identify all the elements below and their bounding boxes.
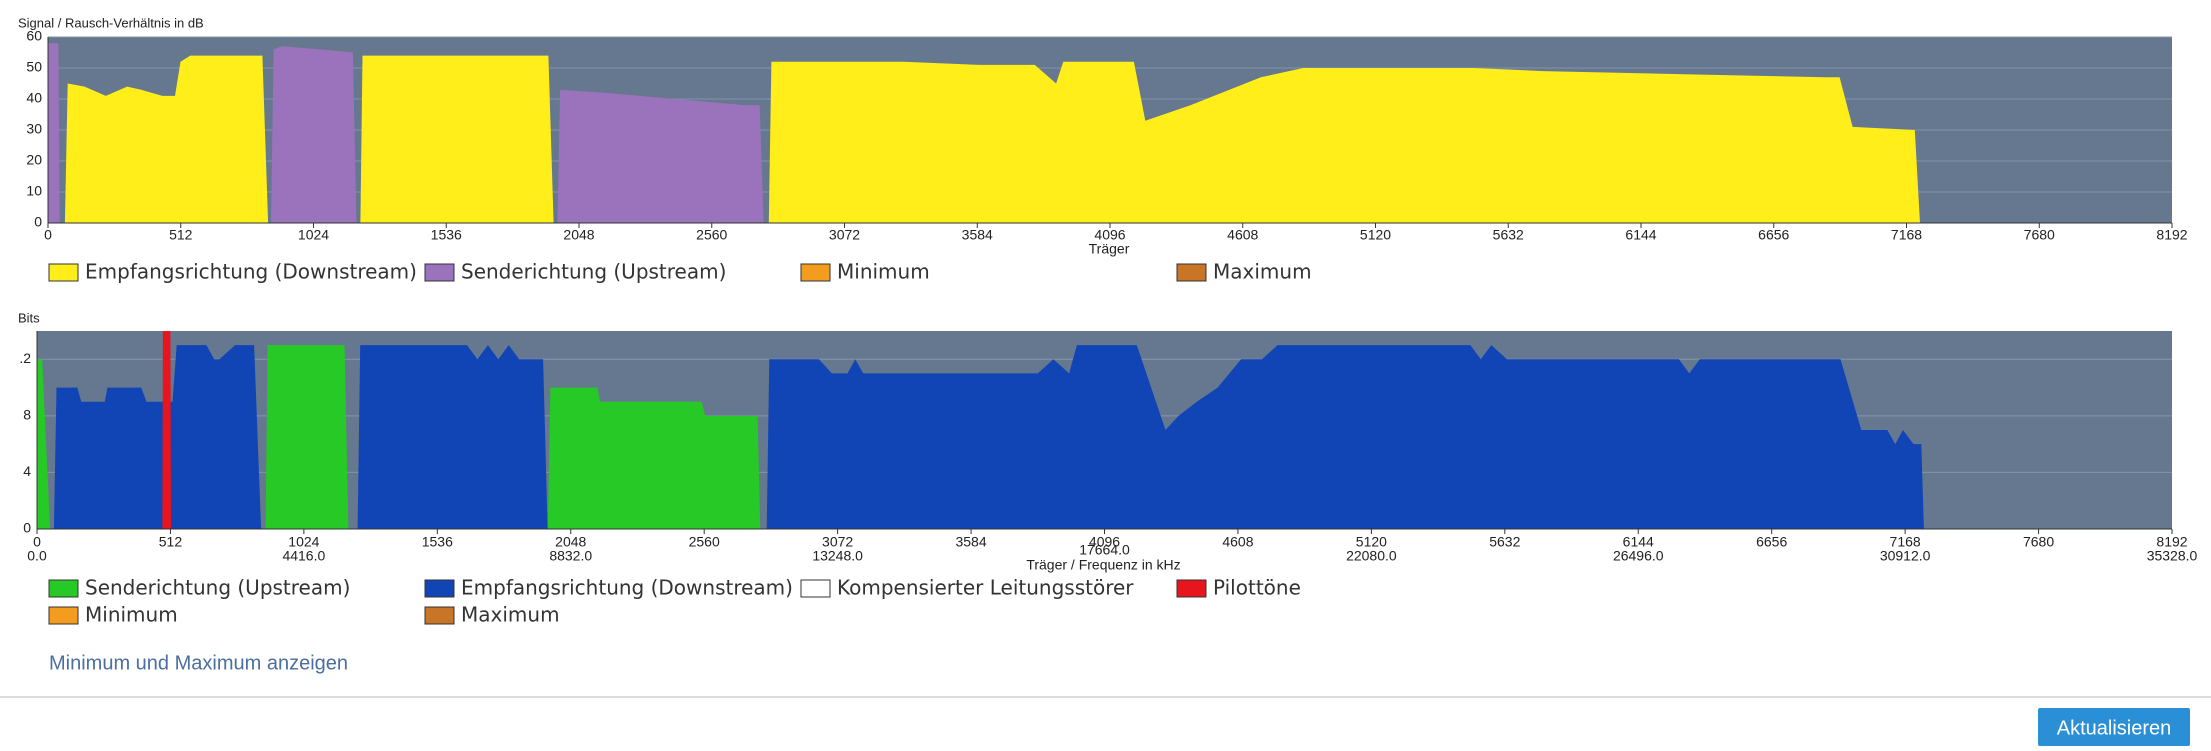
legend-label: Maximum <box>461 603 560 627</box>
x-tick-label: 5120 <box>1356 534 1387 550</box>
x-tick-label: 1536 <box>422 534 453 550</box>
x-tick-label: 6656 <box>1758 227 1789 243</box>
chart-title: Signal / Rausch-Verhältnis in dB <box>18 15 204 30</box>
y-tick-label: 10 <box>26 183 42 199</box>
x-tick-label: 2048 <box>555 534 586 550</box>
legend-label: Kompensierter Leitungsstörer <box>837 576 1134 600</box>
legend-swatch <box>424 579 455 598</box>
x-tick-label: 3584 <box>955 534 986 550</box>
legend-label: Minimum <box>85 603 178 627</box>
legend-label: Maximum <box>1213 260 1312 284</box>
x-tick-label: 5120 <box>1360 227 1391 243</box>
legend-label: Empfangsrichtung (Downstream) <box>85 260 417 284</box>
x2-tick-label: 22080.0 <box>1346 548 1397 564</box>
x-tick-label: 7168 <box>1890 534 1921 550</box>
y-tick-label: .2 <box>19 350 31 366</box>
x-tick-label: 3072 <box>829 227 860 243</box>
x-tick-label: 0 <box>44 227 52 243</box>
x-tick-label: 2560 <box>696 227 727 243</box>
x-tick-label: 1024 <box>298 227 329 243</box>
x-tick-label: 5632 <box>1489 534 1520 550</box>
x-axis-label: Träger <box>1089 241 1130 257</box>
legend-swatch <box>424 606 455 625</box>
legend-label: Pilottöne <box>1213 576 1301 600</box>
x-tick-label: 3584 <box>962 227 993 243</box>
x2-tick-label: 13248.0 <box>812 548 863 564</box>
x-tick-label: 3072 <box>822 534 853 550</box>
legend-swatch <box>48 606 79 625</box>
x-tick-label: 512 <box>159 534 183 550</box>
x-tick-label: 4608 <box>1222 534 1253 550</box>
legend-swatch <box>48 263 79 282</box>
area <box>37 345 761 529</box>
x-tick-label: 4096 <box>1089 534 1120 550</box>
x-tick-label: 4096 <box>1094 227 1125 243</box>
x-tick-label: 512 <box>169 227 193 243</box>
y-tick-label: 30 <box>26 121 42 137</box>
x-tick-label: 7168 <box>1891 227 1922 243</box>
x-tick-label: 1536 <box>431 227 462 243</box>
refresh-button-label[interactable]: Aktualisieren <box>2057 717 2172 739</box>
legend-label: Empfangsrichtung (Downstream) <box>461 576 793 600</box>
x-tick-label: 5632 <box>1493 227 1524 243</box>
x-tick-label: 4608 <box>1227 227 1258 243</box>
legend-swatch <box>424 263 455 282</box>
x2-tick-label: 8832.0 <box>549 548 592 564</box>
x2-tick-label: 17664.0 <box>1079 542 1130 558</box>
legend-swatch <box>1176 579 1207 598</box>
x2-tick-label: 26496.0 <box>1613 548 1664 564</box>
x-tick-label: 6144 <box>1625 227 1656 243</box>
area <box>48 43 764 224</box>
y-tick-label: 60 <box>26 28 42 44</box>
legend-label: Senderichtung (Upstream) <box>85 576 350 600</box>
y-tick-label: 0 <box>23 520 31 536</box>
area <box>53 345 1924 529</box>
x-tick-label: 0 <box>33 534 41 550</box>
legend-swatch <box>800 579 831 598</box>
legend-swatch <box>48 579 79 598</box>
x-tick-label: 8192 <box>2156 534 2187 550</box>
legend-swatch <box>1176 263 1207 282</box>
area <box>64 55 1920 223</box>
chart-title: Bits <box>18 310 40 325</box>
y-tick-label: 0 <box>34 214 42 230</box>
y-tick-label: 8 <box>23 407 31 423</box>
x-axis-label: Träger / Frequenz in kHz <box>1026 557 1180 573</box>
legend-label: Minimum <box>837 260 930 284</box>
x-tick-label: 6656 <box>1756 534 1787 550</box>
show-min-max-link[interactable]: Minimum und Maximum anzeigen <box>49 652 348 674</box>
x-tick-label: 2560 <box>689 534 720 550</box>
legend-label: Senderichtung (Upstream) <box>461 260 726 284</box>
refresh-button[interactable] <box>2038 708 2190 746</box>
y-tick-label: 40 <box>26 90 42 106</box>
y-tick-label: 4 <box>23 463 31 479</box>
y-tick-label: 50 <box>26 59 42 75</box>
x-tick-label: 2048 <box>563 227 594 243</box>
area <box>162 331 171 529</box>
x-tick-label: 6144 <box>1623 534 1654 550</box>
y-tick-label: 20 <box>26 152 42 168</box>
x-tick-label: 7680 <box>2023 534 2054 550</box>
x-tick-label: 7680 <box>2024 227 2055 243</box>
x2-tick-label: 30912.0 <box>1880 548 1931 564</box>
x-tick-label: 1024 <box>288 534 319 550</box>
x2-tick-label: 35328.0 <box>2147 548 2198 564</box>
x2-tick-label: 0.0 <box>27 548 47 564</box>
legend-swatch <box>800 263 831 282</box>
x-tick-label: 8192 <box>2156 227 2187 243</box>
x2-tick-label: 4416.0 <box>282 548 325 564</box>
